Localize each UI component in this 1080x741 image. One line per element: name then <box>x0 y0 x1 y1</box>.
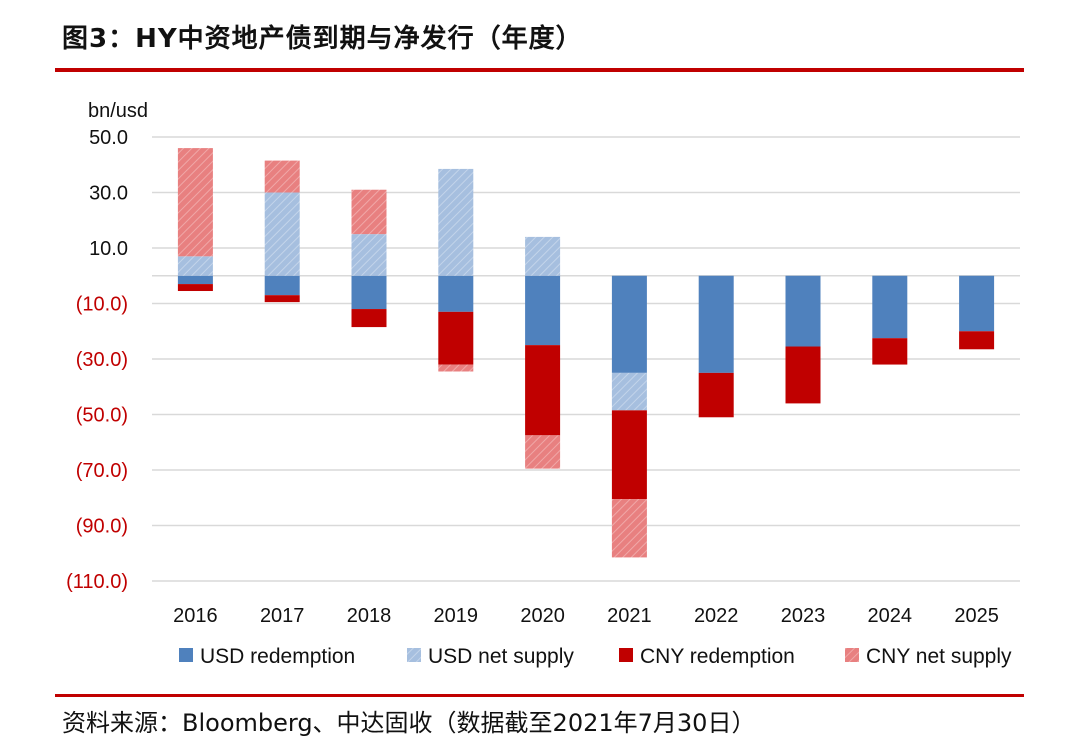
bar-cny-redemption <box>785 346 821 404</box>
bar-cny-net-supply <box>525 435 561 469</box>
x-tick-label: 2023 <box>781 605 826 627</box>
bar-cny-redemption <box>351 309 387 328</box>
y-tick-label: 30.0 <box>89 183 128 205</box>
y-tick-label: (50.0) <box>76 405 128 427</box>
legend-label: USD redemption <box>200 645 355 668</box>
bar-usd-redemption <box>438 275 474 312</box>
x-tick-label: 2020 <box>520 605 565 627</box>
bar-usd-redemption <box>264 275 300 296</box>
legend-swatch <box>407 648 421 662</box>
bar-usd-net-supply <box>438 168 474 276</box>
bar-cny-redemption <box>525 345 561 436</box>
bar-usd-redemption <box>872 275 908 339</box>
bar-cny-redemption <box>698 372 734 418</box>
unit-label: bn/usd <box>88 100 148 122</box>
x-tick-label: 2025 <box>954 605 999 627</box>
source-note: 资料来源：Bloomberg、中达固收（数据截至2021年7月30日） <box>62 709 756 737</box>
legend-label: USD net supply <box>428 645 574 668</box>
bars <box>177 148 995 558</box>
legend-swatch <box>179 648 193 662</box>
source-divider <box>55 694 1024 697</box>
y-axis-tick-labels: 50.0 30.0 10.0 (10.0) (30.0) (50.0) (70.0) (90.… <box>66 127 128 593</box>
y-tick-label: (110.0) <box>66 571 128 593</box>
bar-cny-net-supply <box>438 364 474 372</box>
bar-usd-net-supply <box>525 236 561 276</box>
legend-label: CNY redemption <box>640 645 795 668</box>
legend-swatch <box>845 648 859 662</box>
legend-label: CNY net supply <box>866 645 1012 668</box>
bar-usd-net-supply <box>177 256 213 276</box>
y-tick-label: 10.0 <box>89 238 128 260</box>
bar-usd-redemption <box>959 275 995 332</box>
bar-usd-redemption <box>698 275 734 373</box>
y-tick-label: (90.0) <box>76 516 128 538</box>
x-tick-label: 2016 <box>173 605 218 627</box>
x-tick-label: 2017 <box>260 605 305 627</box>
bar-cny-redemption <box>177 284 213 292</box>
x-tick-label: 2024 <box>868 605 913 627</box>
x-tick-label: 2019 <box>434 605 479 627</box>
bar-usd-redemption <box>177 275 213 285</box>
bar-usd-net-supply <box>351 234 387 276</box>
bar-cny-redemption <box>264 295 300 303</box>
y-tick-label: 50.0 <box>89 127 128 149</box>
bar-usd-redemption <box>525 275 561 346</box>
y-tick-label: (70.0) <box>76 460 128 482</box>
x-tick-label: 2018 <box>347 605 392 627</box>
x-axis-tick-labels: 2016 2017 2018 2019 2020 2021 2022 2023 2024 2025 <box>173 605 999 627</box>
legend-swatch <box>619 648 633 662</box>
legend: USD redemption USD net supply CNY redempti… <box>179 645 1012 668</box>
x-tick-label: 2021 <box>607 605 652 627</box>
bar-usd-redemption <box>351 275 387 310</box>
bar-usd-net-supply <box>264 192 300 276</box>
bar-cny-redemption <box>959 331 995 350</box>
bar-usd-redemption <box>785 275 821 347</box>
bar-usd-redemption <box>611 275 647 373</box>
bar-cny-net-supply <box>351 189 387 235</box>
figure-title: 图3：HY中资地产债到期与净发行（年度） <box>62 24 583 54</box>
bar-usd-net-supply <box>611 372 647 411</box>
y-tick-label: (10.0) <box>76 294 128 316</box>
title-divider <box>55 68 1024 72</box>
bar-cny-redemption <box>438 311 474 365</box>
y-tick-label: (30.0) <box>76 349 128 371</box>
bar-cny-redemption <box>872 338 908 365</box>
bar-cny-redemption <box>611 410 647 500</box>
bar-cny-net-supply <box>264 160 300 193</box>
bar-cny-net-supply <box>611 499 647 558</box>
bar-cny-net-supply <box>177 148 213 257</box>
x-tick-label: 2022 <box>694 605 739 627</box>
